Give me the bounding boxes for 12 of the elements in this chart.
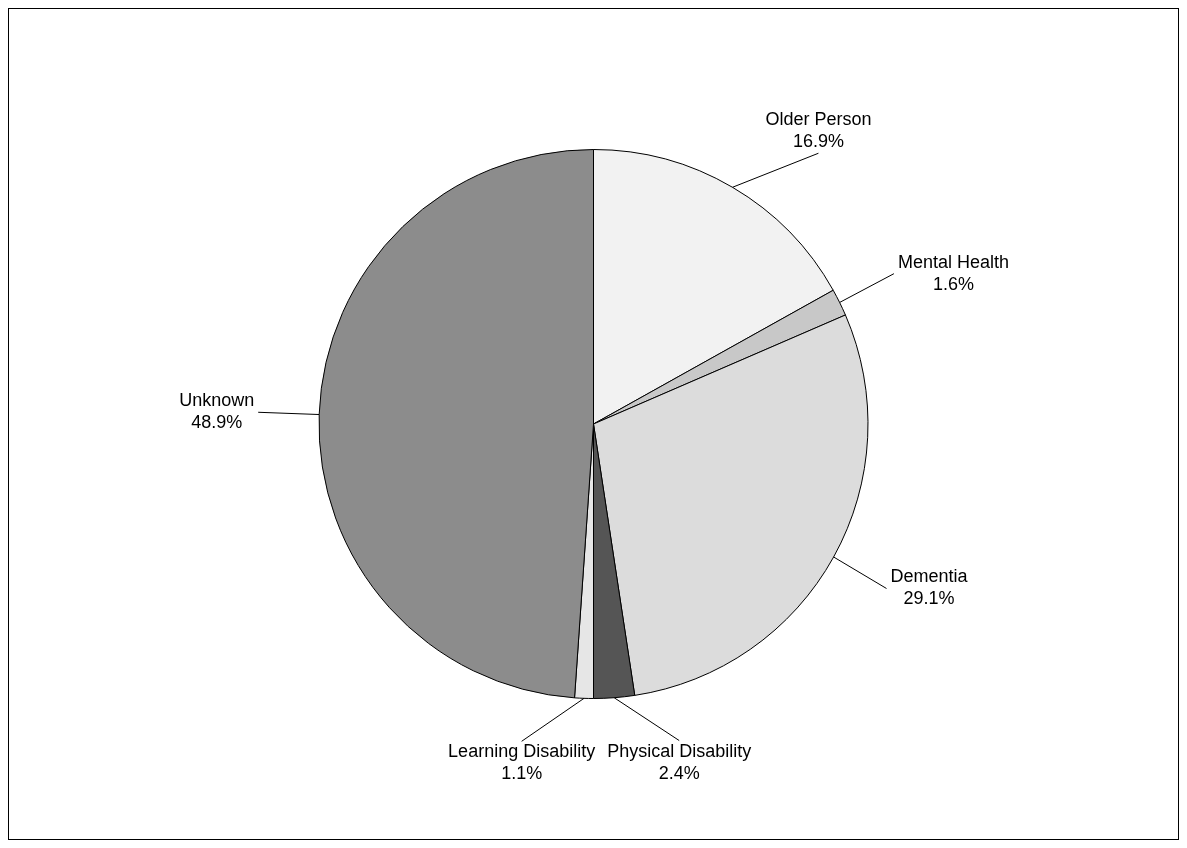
slice-label: Unknown [179,390,255,411]
data-label: 16.9% [792,131,844,152]
slice-label: Dementia [890,566,969,587]
slice-label: Physical Disability [607,740,752,761]
data-label: 1.6% [932,273,974,294]
slice-label: Older Person [765,109,872,130]
data-label: 2.4% [658,762,700,783]
data-label: 1.1% [501,763,543,784]
data-label: 48.9% [191,412,243,433]
data-label: 29.1% [903,588,955,609]
slice-label: Mental Health [897,251,1009,272]
slice-label: Learning Disability [448,741,596,762]
